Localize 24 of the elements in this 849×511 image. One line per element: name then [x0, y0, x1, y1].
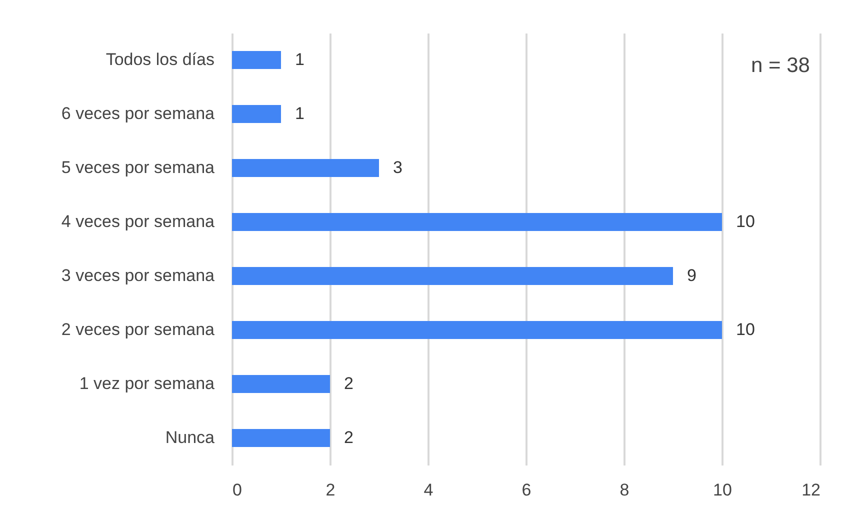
- y-tick-label: 5 veces por semana: [61, 158, 216, 177]
- x-tick-label: 8: [620, 480, 630, 500]
- data-label: 9: [687, 266, 696, 286]
- y-tick-label: 2 veces por semana: [61, 320, 216, 340]
- y-tick-label: 3 veces por semana: [61, 266, 216, 286]
- y-tick-label: 1 vez por semana: [79, 374, 216, 394]
- data-label: 2: [344, 374, 354, 394]
- data-label: 1: [295, 104, 304, 123]
- y-tick-label: Nunca: [165, 428, 216, 448]
- x-tick-label: 6: [522, 480, 532, 500]
- annotation: n = 38: [751, 54, 810, 77]
- y-tick-label: 4 veces por semana: [61, 212, 216, 231]
- x-tick-label: 12: [802, 480, 820, 500]
- data-label: 3: [393, 158, 402, 177]
- x-tick-label: 10: [713, 480, 732, 500]
- x-tick-label: 4: [424, 480, 434, 500]
- data-label: 2: [344, 428, 354, 448]
- y-tick-label: 6 veces por semana: [61, 104, 216, 123]
- data-label: 1: [295, 50, 304, 69]
- data-label: 10: [736, 212, 755, 231]
- y-tick-label: Todos los días: [106, 50, 214, 69]
- x-tick-label: 2: [326, 480, 336, 500]
- data-label: 10: [736, 320, 755, 340]
- x-tick-label: 0: [232, 480, 242, 500]
